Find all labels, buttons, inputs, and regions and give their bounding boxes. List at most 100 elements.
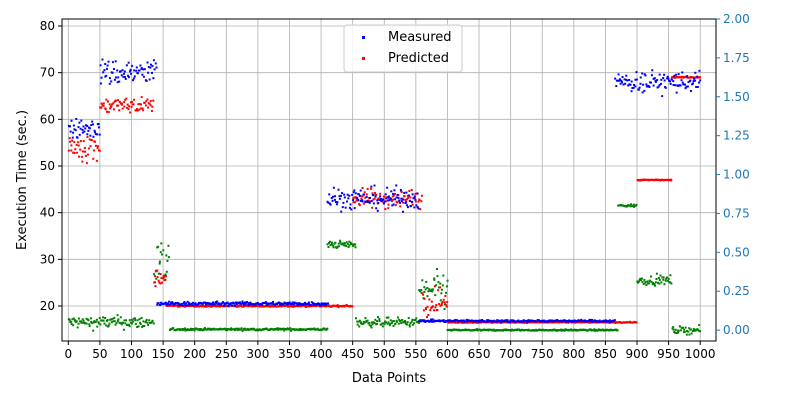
- point-measured: [250, 303, 253, 306]
- point-secondary: [462, 329, 465, 332]
- point-measured: [637, 88, 640, 91]
- point-secondary: [445, 291, 448, 294]
- point-predicted: [328, 304, 331, 307]
- point-measured: [309, 304, 312, 307]
- point-secondary: [165, 254, 168, 257]
- point-predicted: [203, 305, 206, 308]
- point-measured: [213, 303, 216, 306]
- point-secondary: [155, 277, 158, 280]
- point-measured: [694, 79, 697, 82]
- point-predicted: [146, 98, 149, 101]
- point-secondary: [671, 327, 674, 330]
- x-tick-label: 800: [562, 347, 585, 361]
- point-measured: [670, 78, 673, 81]
- point-predicted: [87, 147, 90, 150]
- point-predicted: [404, 200, 407, 203]
- point-measured: [265, 302, 268, 305]
- point-measured: [689, 79, 692, 82]
- point-secondary: [484, 329, 487, 332]
- point-measured: [588, 318, 591, 321]
- point-measured: [571, 319, 574, 322]
- point-secondary: [385, 316, 388, 319]
- point-secondary: [238, 328, 241, 331]
- point-measured: [145, 79, 148, 82]
- point-predicted: [627, 321, 630, 324]
- point-predicted: [152, 99, 155, 102]
- point-predicted: [261, 305, 264, 308]
- point-secondary: [94, 320, 97, 323]
- point-predicted: [77, 155, 80, 158]
- point-measured: [627, 84, 630, 87]
- point-measured: [235, 301, 238, 304]
- point-measured: [465, 318, 468, 321]
- point-measured: [381, 199, 384, 202]
- point-secondary: [633, 205, 636, 208]
- point-predicted: [117, 99, 120, 102]
- point-measured: [543, 319, 546, 322]
- point-secondary: [330, 243, 333, 246]
- point-secondary: [339, 241, 342, 244]
- point-predicted: [414, 192, 417, 195]
- point-predicted: [85, 162, 88, 165]
- point-predicted: [156, 269, 159, 272]
- point-measured: [613, 319, 616, 322]
- point-measured: [614, 77, 617, 80]
- point-secondary: [106, 318, 109, 321]
- point-predicted: [94, 144, 97, 147]
- point-secondary: [431, 290, 434, 293]
- point-secondary: [272, 328, 275, 331]
- point-secondary: [293, 328, 296, 331]
- point-measured: [216, 300, 219, 303]
- point-secondary: [372, 321, 375, 324]
- point-predicted: [354, 201, 357, 204]
- point-measured: [320, 303, 323, 306]
- point-measured: [666, 75, 669, 78]
- point-measured: [630, 90, 633, 93]
- point-measured: [548, 319, 551, 322]
- point-measured: [395, 196, 398, 199]
- point-predicted: [156, 276, 159, 279]
- point-predicted: [362, 202, 365, 205]
- point-secondary: [96, 325, 99, 328]
- point-secondary: [653, 283, 656, 286]
- point-measured: [358, 194, 361, 197]
- point-secondary: [689, 328, 692, 331]
- point-secondary: [698, 324, 701, 327]
- point-secondary: [241, 329, 244, 332]
- point-measured: [672, 83, 675, 86]
- point-secondary: [446, 329, 449, 332]
- point-measured: [156, 303, 159, 306]
- right-tick-label: 0.00: [723, 323, 750, 337]
- point-secondary: [82, 319, 85, 322]
- point-measured: [205, 302, 208, 305]
- point-measured: [406, 204, 409, 207]
- x-tick-label: 250: [215, 347, 238, 361]
- point-predicted: [473, 321, 476, 324]
- point-predicted: [403, 195, 406, 198]
- point-secondary: [381, 325, 384, 328]
- point-secondary: [128, 319, 131, 322]
- point-secondary: [370, 326, 373, 329]
- point-predicted: [456, 321, 459, 324]
- point-predicted: [123, 105, 126, 108]
- point-predicted: [102, 102, 105, 105]
- point-secondary: [347, 245, 350, 248]
- point-secondary: [115, 321, 118, 324]
- point-secondary: [243, 327, 246, 330]
- point-predicted: [94, 140, 97, 143]
- point-secondary: [591, 329, 594, 332]
- point-secondary: [595, 329, 598, 332]
- point-predicted: [70, 149, 73, 152]
- point-predicted: [385, 200, 388, 203]
- point-secondary: [659, 274, 662, 277]
- x-tick-label: 150: [152, 347, 175, 361]
- point-measured: [532, 320, 535, 323]
- point-measured: [486, 319, 489, 322]
- point-secondary: [436, 268, 439, 271]
- point-predicted: [126, 106, 129, 109]
- point-predicted: [147, 106, 150, 109]
- point-measured: [628, 78, 631, 81]
- point-secondary: [436, 275, 439, 278]
- point-secondary: [421, 279, 424, 282]
- point-predicted: [84, 150, 87, 153]
